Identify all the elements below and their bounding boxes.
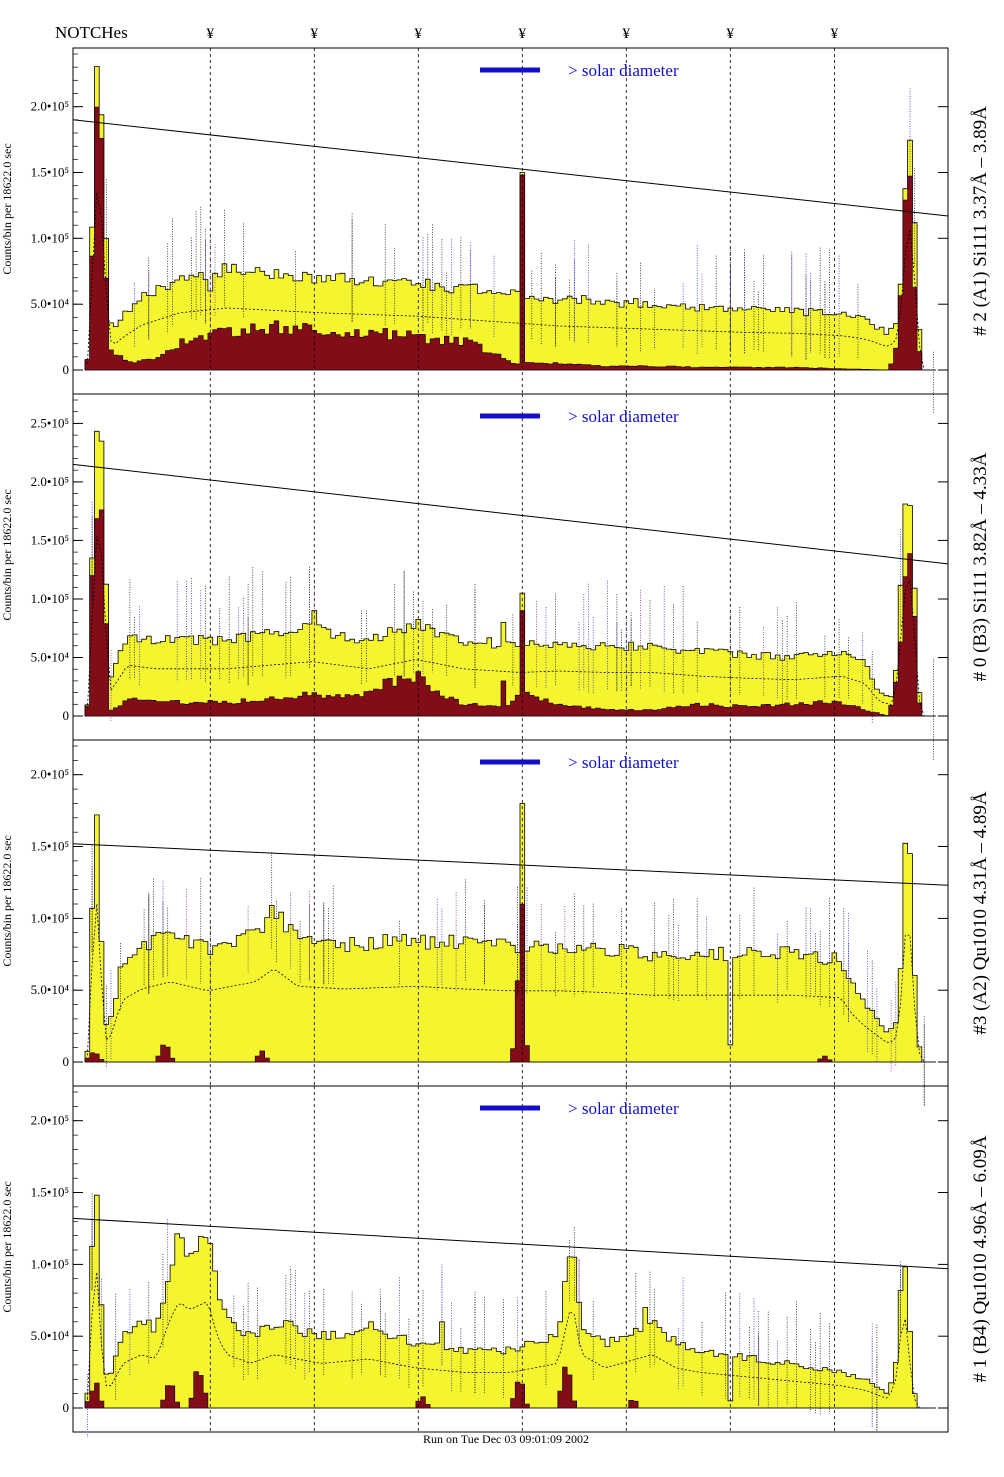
background-estimate-line xyxy=(87,192,934,371)
notch-marker-1: ¥ xyxy=(311,26,319,42)
y-tick-label: 1.5•10⁵ xyxy=(31,839,69,854)
y-tick-label: 0 xyxy=(63,708,70,723)
line-annotations xyxy=(87,1193,901,1438)
y-axis-label: Counts/bin per 18622.0 sec xyxy=(0,143,14,274)
source-counts-histogram xyxy=(84,903,936,1063)
y-tick-label: 1.5•10⁵ xyxy=(31,532,69,547)
y-tick-label: 1.0•10⁵ xyxy=(31,910,69,925)
detector-label: # 0 (B3) Si111 3.82Å – 4.33Å xyxy=(970,452,991,681)
envelope-line xyxy=(72,463,949,565)
envelope-line xyxy=(72,119,949,217)
line-annotations xyxy=(105,88,934,414)
chart-panel-2: 0 5.0•10⁴ 1.0•10⁵ 1.5•10⁵ 2.0•10⁵ Counts/bin … xyxy=(0,739,991,1106)
notch-marker-3: ¥ xyxy=(519,26,527,42)
legend-text: > solar diameter xyxy=(568,61,679,80)
detector-label: # 2 (A1) Si111 3.37Å – 3.89Å xyxy=(970,106,991,336)
y-tick-label: 2.0•10⁵ xyxy=(31,99,69,114)
y-tick-label: 0 xyxy=(63,362,70,377)
run-timestamp: Run on Tue Dec 03 09:01:09 2002 xyxy=(423,1432,589,1446)
y-axis-label: Counts/bin per 18622.0 sec xyxy=(0,489,14,620)
notch-header: NOTCHes ¥ ¥ ¥ ¥ ¥ ¥ ¥ xyxy=(55,23,839,42)
y-tick-label: 2.0•10⁵ xyxy=(31,474,69,489)
y-tick-label: 5.0•10⁴ xyxy=(31,982,70,997)
y-tick-label: 1.0•10⁵ xyxy=(31,1256,69,1271)
legend-text: > solar diameter xyxy=(568,407,679,426)
total-counts-histogram xyxy=(84,803,936,1063)
notch-marker-4: ¥ xyxy=(623,26,631,42)
detector-label: # 1 (B4) Qu1010 4.96Å – 6.09Å xyxy=(970,1135,991,1382)
y-axis-label: Counts/bin per 18622.0 sec xyxy=(0,1181,14,1312)
legend-text: > solar diameter xyxy=(568,753,679,772)
chart-panel-1: 0 5.0•10⁴ 1.0•10⁵ 1.5•10⁵ 2.0•10⁵ 2.5•10⁵ Coun… xyxy=(0,393,991,760)
y-tick-label: 2.0•10⁵ xyxy=(31,767,69,782)
y-tick-label: 0 xyxy=(63,1054,70,1069)
chart-panel-0: 0 5.0•10⁴ 1.0•10⁵ 1.5•10⁵ 2.0•10⁵ Counts/bin … xyxy=(0,47,991,414)
y-tick-label: 5.0•10⁴ xyxy=(31,1328,70,1343)
y-tick-label: 5.0•10⁴ xyxy=(31,650,70,665)
line-annotations xyxy=(91,845,925,1106)
y-axis-label: Counts/bin per 18622.0 sec xyxy=(0,835,14,966)
background-estimate-line xyxy=(87,1272,934,1409)
y-tick-label: 0 xyxy=(63,1400,70,1415)
line-annotations xyxy=(91,502,934,760)
detector-label: #3 (A2) Qu1010 4.31Å – 4.89Å xyxy=(970,791,991,1035)
notch-marker-6: ¥ xyxy=(831,26,839,42)
notch-marker-5: ¥ xyxy=(727,26,735,42)
background-estimate-line xyxy=(87,536,934,717)
y-tick-label: 5.0•10⁴ xyxy=(31,296,70,311)
plot-frame xyxy=(72,1085,949,1433)
total-counts-histogram xyxy=(84,1194,936,1409)
source-counts-histogram xyxy=(84,1366,936,1409)
background-estimate-line xyxy=(87,903,934,1063)
total-counts-histogram xyxy=(84,430,936,717)
envelope-line xyxy=(72,1217,949,1270)
notch-marker-2: ¥ xyxy=(415,26,423,42)
panels: 0 5.0•10⁴ 1.0•10⁵ 1.5•10⁵ 2.0•10⁵ Counts/bin … xyxy=(0,47,991,1438)
y-tick-label: 1.5•10⁵ xyxy=(31,165,69,180)
y-tick-label: 2.0•10⁵ xyxy=(31,1113,69,1128)
chart-panel-3: 0 5.0•10⁴ 1.0•10⁵ 1.5•10⁵ 2.0•10⁵ Counts/bin … xyxy=(0,1085,991,1438)
notch-title: NOTCHes xyxy=(55,23,128,42)
notch-marker-0: ¥ xyxy=(207,26,215,42)
y-tick-label: 1.0•10⁵ xyxy=(31,230,69,245)
y-tick-label: 1.5•10⁵ xyxy=(31,1185,69,1200)
y-tick-label: 2.5•10⁵ xyxy=(31,415,69,430)
y-tick-label: 1.0•10⁵ xyxy=(31,591,69,606)
source-counts-histogram xyxy=(84,106,936,371)
legend-text: > solar diameter xyxy=(568,1099,679,1118)
source-counts-histogram xyxy=(84,509,936,717)
envelope-line xyxy=(72,843,949,886)
total-counts-histogram xyxy=(84,66,936,371)
